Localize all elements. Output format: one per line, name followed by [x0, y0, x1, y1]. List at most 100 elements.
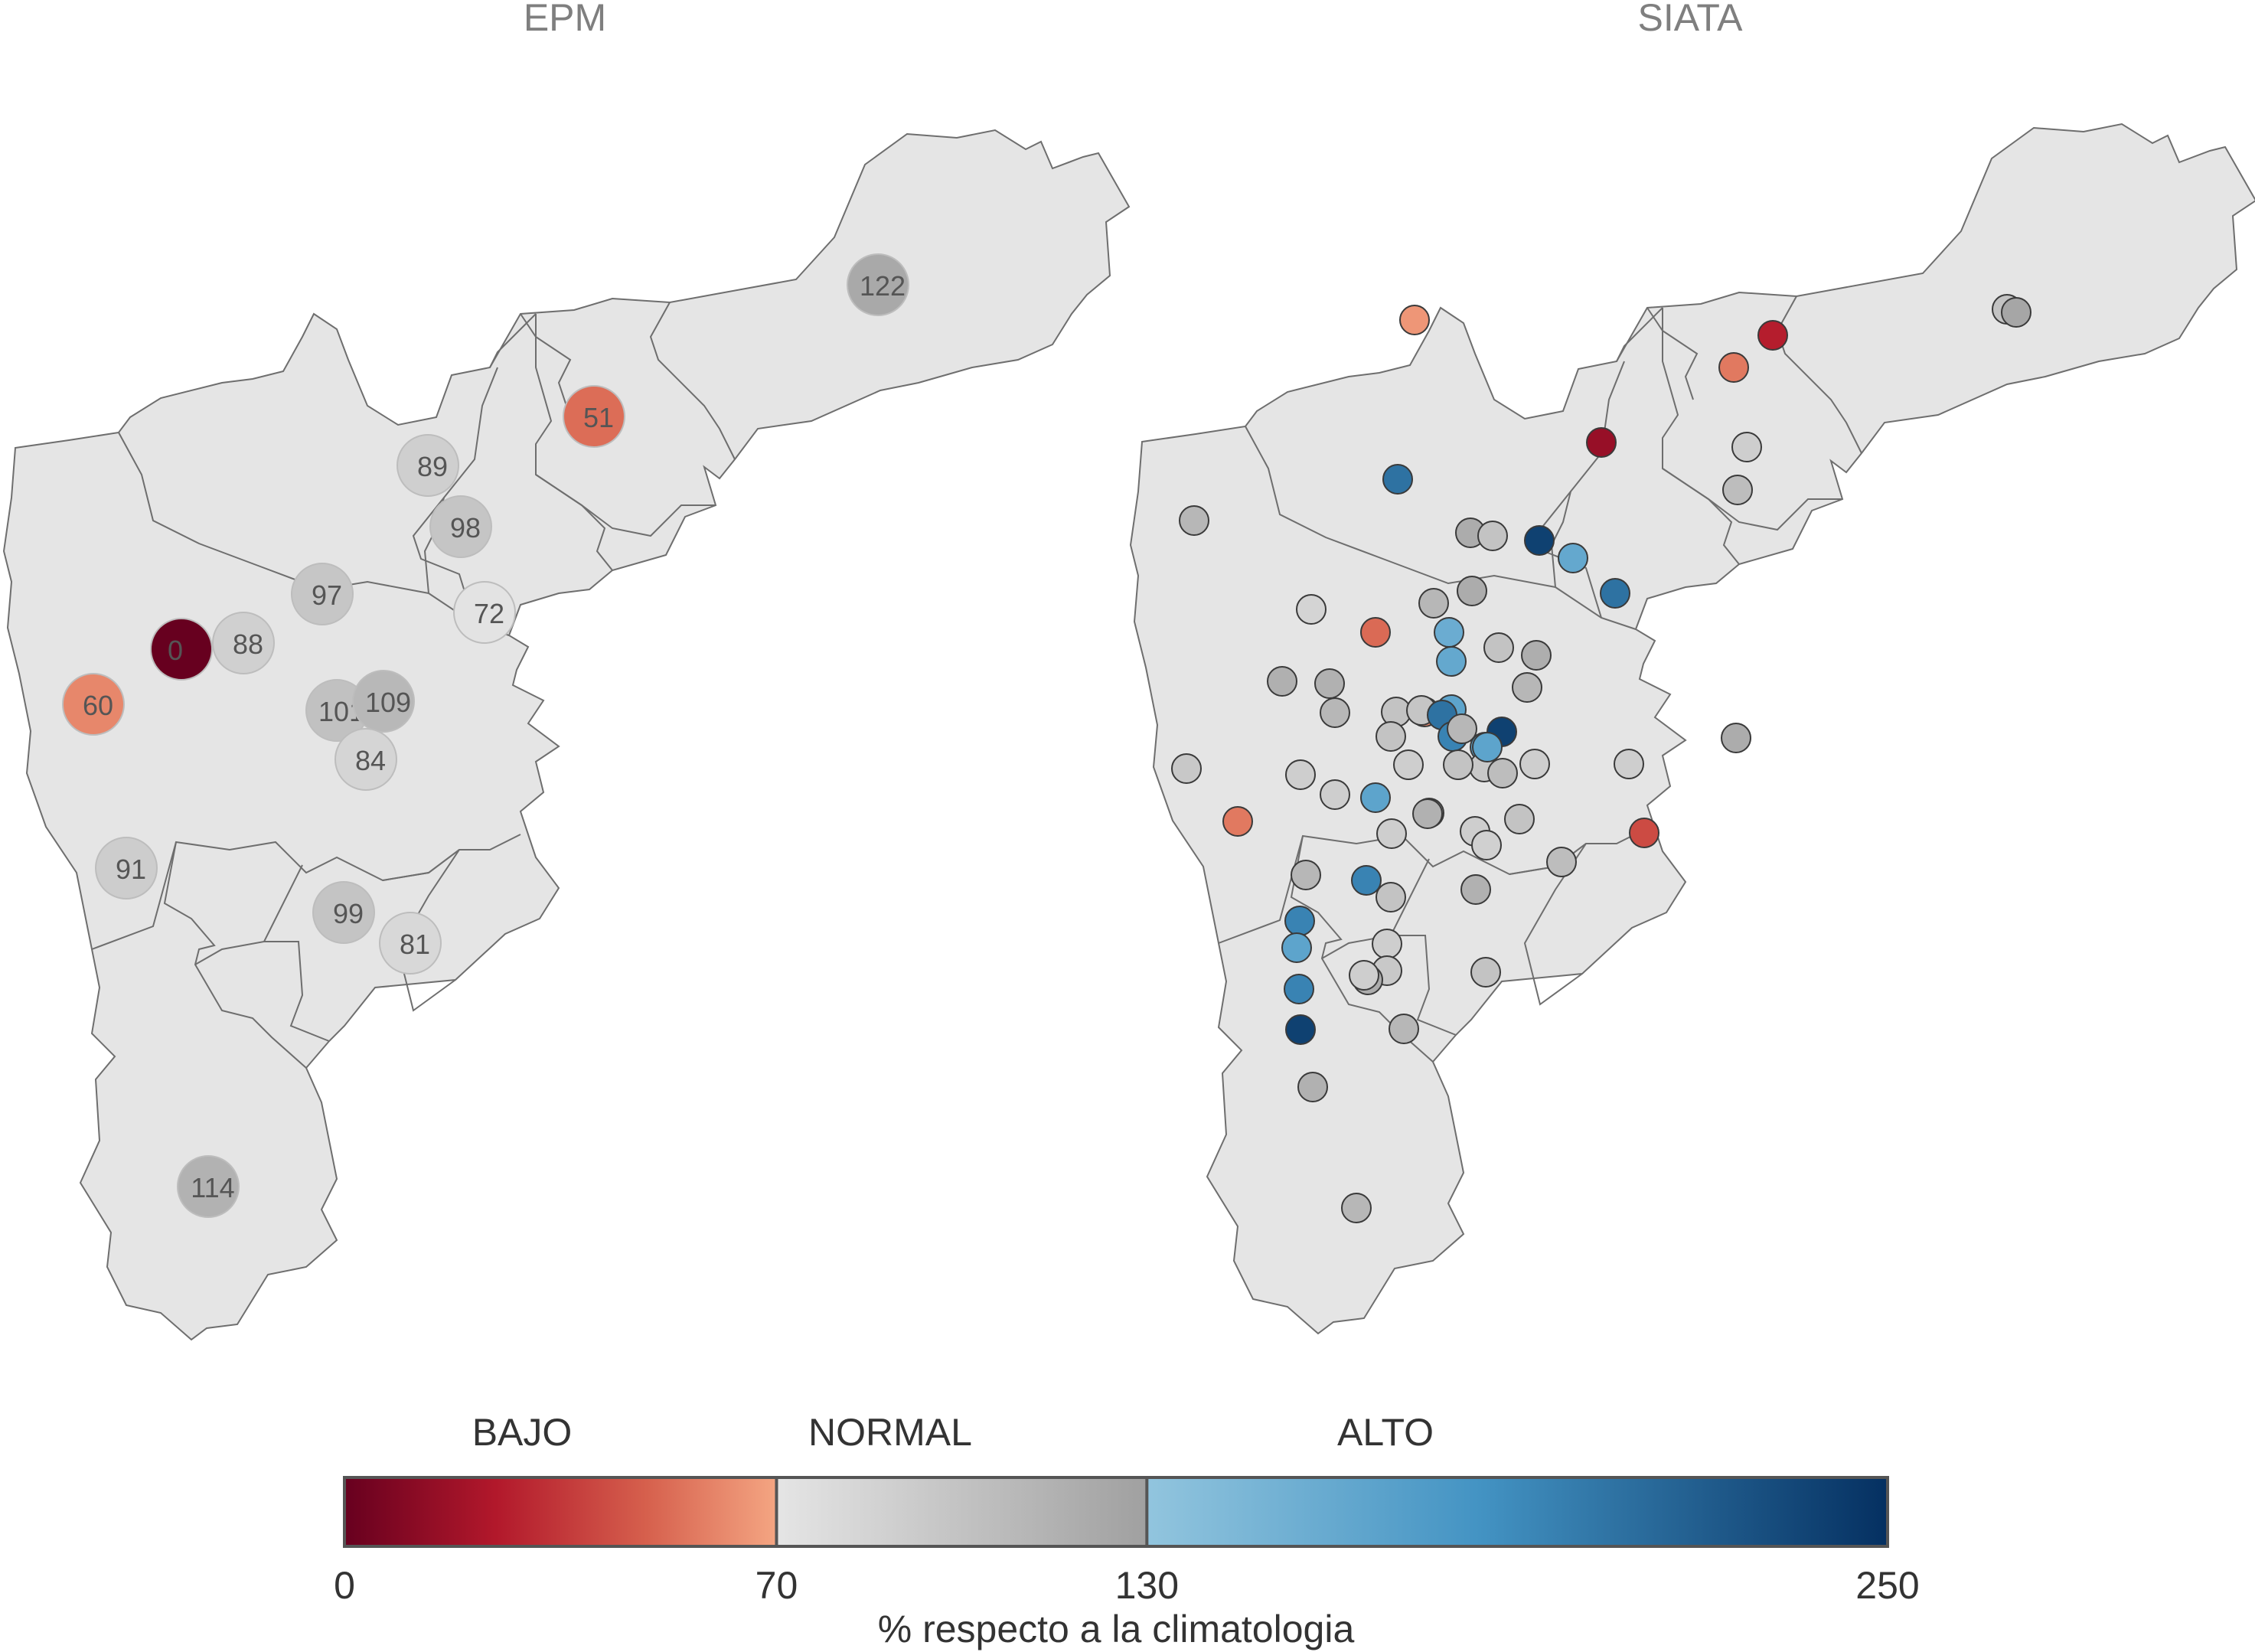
legend-ticks: 0 70 130 250	[334, 1477, 1920, 1607]
siata-station-marker	[1731, 432, 1762, 462]
siata-station-marker	[1487, 758, 1518, 788]
siata-station-marker	[1718, 352, 1749, 383]
siata-station-marker	[1393, 749, 1424, 780]
epm-station-circle	[95, 837, 158, 899]
siata-station-marker	[1349, 960, 1379, 991]
epm-map	[2, 129, 1131, 1341]
epm-station-circle	[429, 495, 492, 558]
epm-station-circle	[177, 1155, 240, 1218]
epm-station-marker: 91	[95, 837, 158, 899]
siata-station-marker	[1504, 804, 1535, 834]
colorbar-normal	[776, 1477, 1147, 1546]
legend-category-normal: NORMAL	[808, 1411, 972, 1454]
legend-tick-label: 130	[1115, 1564, 1179, 1607]
panel-title-siata: SIATA	[1637, 0, 1743, 39]
epm-station-circle	[352, 670, 415, 733]
epm-station-marker: 81	[379, 912, 442, 975]
legend-category-alto: ALTO	[1337, 1411, 1434, 1454]
siata-station-marker	[1436, 646, 1467, 677]
siata-station-marker	[1418, 588, 1449, 619]
siata-station-marker	[1721, 723, 1751, 753]
siata-station-marker	[1285, 759, 1316, 790]
epm-station-marker: 99	[312, 881, 375, 944]
siata-station-marker	[1341, 1193, 1372, 1223]
siata-station-marker	[1389, 1014, 1419, 1044]
siata-station-marker	[1457, 576, 1487, 606]
legend-tick-label: 0	[334, 1564, 355, 1607]
siata-station-marker	[1296, 594, 1327, 625]
epm-station-label: 60	[83, 690, 113, 721]
epm-station-label: 109	[365, 687, 411, 718]
epm-station-label: 98	[450, 512, 481, 544]
siata-station-marker	[1267, 666, 1297, 697]
epm-station-label: 89	[417, 451, 448, 482]
epm-station-label: 91	[116, 854, 146, 885]
siata-station-marker	[1171, 753, 1202, 784]
siata-station-marker	[1614, 749, 1644, 779]
colorbar-frame	[343, 1476, 1889, 1548]
legend-category-bajo: BAJO	[472, 1411, 573, 1454]
siata-station-marker	[1351, 865, 1382, 896]
epm-station-circle	[212, 612, 275, 674]
epm-station-marker: 114	[177, 1155, 240, 1218]
epm-station-circle	[312, 881, 375, 944]
siata-station-marker	[1291, 860, 1321, 890]
siata-station-marker	[1320, 697, 1350, 728]
siata-station-marker	[1376, 721, 1406, 752]
siata-station-marker	[1524, 525, 1555, 556]
epm-station-label: 99	[333, 898, 364, 929]
epm-station-marker: 98	[429, 495, 492, 558]
siata-station-marker	[1412, 798, 1443, 829]
epm-station-marker: 89	[397, 434, 459, 497]
epm-station-label: 84	[355, 745, 386, 776]
siata-station-marker	[1600, 578, 1630, 609]
siata-station-marker	[1284, 974, 1314, 1004]
siata-map	[1129, 122, 2255, 1335]
legend-title: % respecto a la climatologia	[878, 1608, 1355, 1650]
siata-station-marker	[1629, 818, 1659, 848]
epm-station-label: 81	[400, 929, 430, 960]
siata-station-marker	[1179, 505, 1209, 536]
epm-station-marker: 51	[563, 385, 625, 448]
legend-tick-label: 70	[755, 1564, 798, 1607]
basin-outline	[1129, 122, 2255, 1335]
siata-station-marker	[1519, 749, 1550, 779]
siata-station-marker	[1222, 806, 1253, 837]
siata-station-marker	[1281, 932, 1312, 963]
epm-station-label: 51	[583, 402, 614, 433]
epm-station-marker: 122	[847, 253, 909, 316]
epm-station-marker: 0	[150, 618, 213, 681]
epm-station-circle	[453, 581, 516, 644]
siata-station-marker	[1284, 906, 1315, 936]
epm-station-circle	[150, 618, 213, 681]
siata-station-marker	[1512, 672, 1542, 703]
siata-station-marker	[1376, 882, 1406, 913]
siata-station-marker	[1443, 749, 1473, 780]
legend: BAJO NORMAL ALTO 0 70 130 250 % respecto a …	[334, 1411, 1920, 1650]
siata-station-marker	[1285, 1014, 1316, 1045]
epm-station-marker: 84	[334, 728, 397, 791]
epm-station-circle	[334, 728, 397, 791]
siata-station-marker	[1757, 320, 1788, 351]
siata-station-marker	[1376, 818, 1407, 849]
siata-station-marker	[1521, 640, 1552, 671]
siata-station-marker	[1471, 830, 1502, 860]
siata-station-marker	[1434, 617, 1464, 648]
subbasin-lines	[91, 302, 736, 1069]
colorbar-alto	[1147, 1477, 1888, 1546]
siata-station-marker	[1722, 475, 1753, 505]
siata-station-marker	[1320, 779, 1350, 810]
siata-stations	[1171, 294, 2031, 1223]
epm-station-circle	[379, 912, 442, 975]
siata-station-marker	[1382, 464, 1413, 495]
epm-station-circle	[847, 253, 909, 316]
epm-station-circle	[291, 563, 354, 625]
colorbar-bajo	[344, 1477, 776, 1546]
siata-station-marker	[1447, 713, 1477, 744]
siata-station-marker	[1483, 632, 1514, 663]
siata-station-marker	[1586, 427, 1617, 458]
epm-station-label: 88	[233, 628, 263, 660]
siata-station-marker	[1477, 521, 1508, 551]
